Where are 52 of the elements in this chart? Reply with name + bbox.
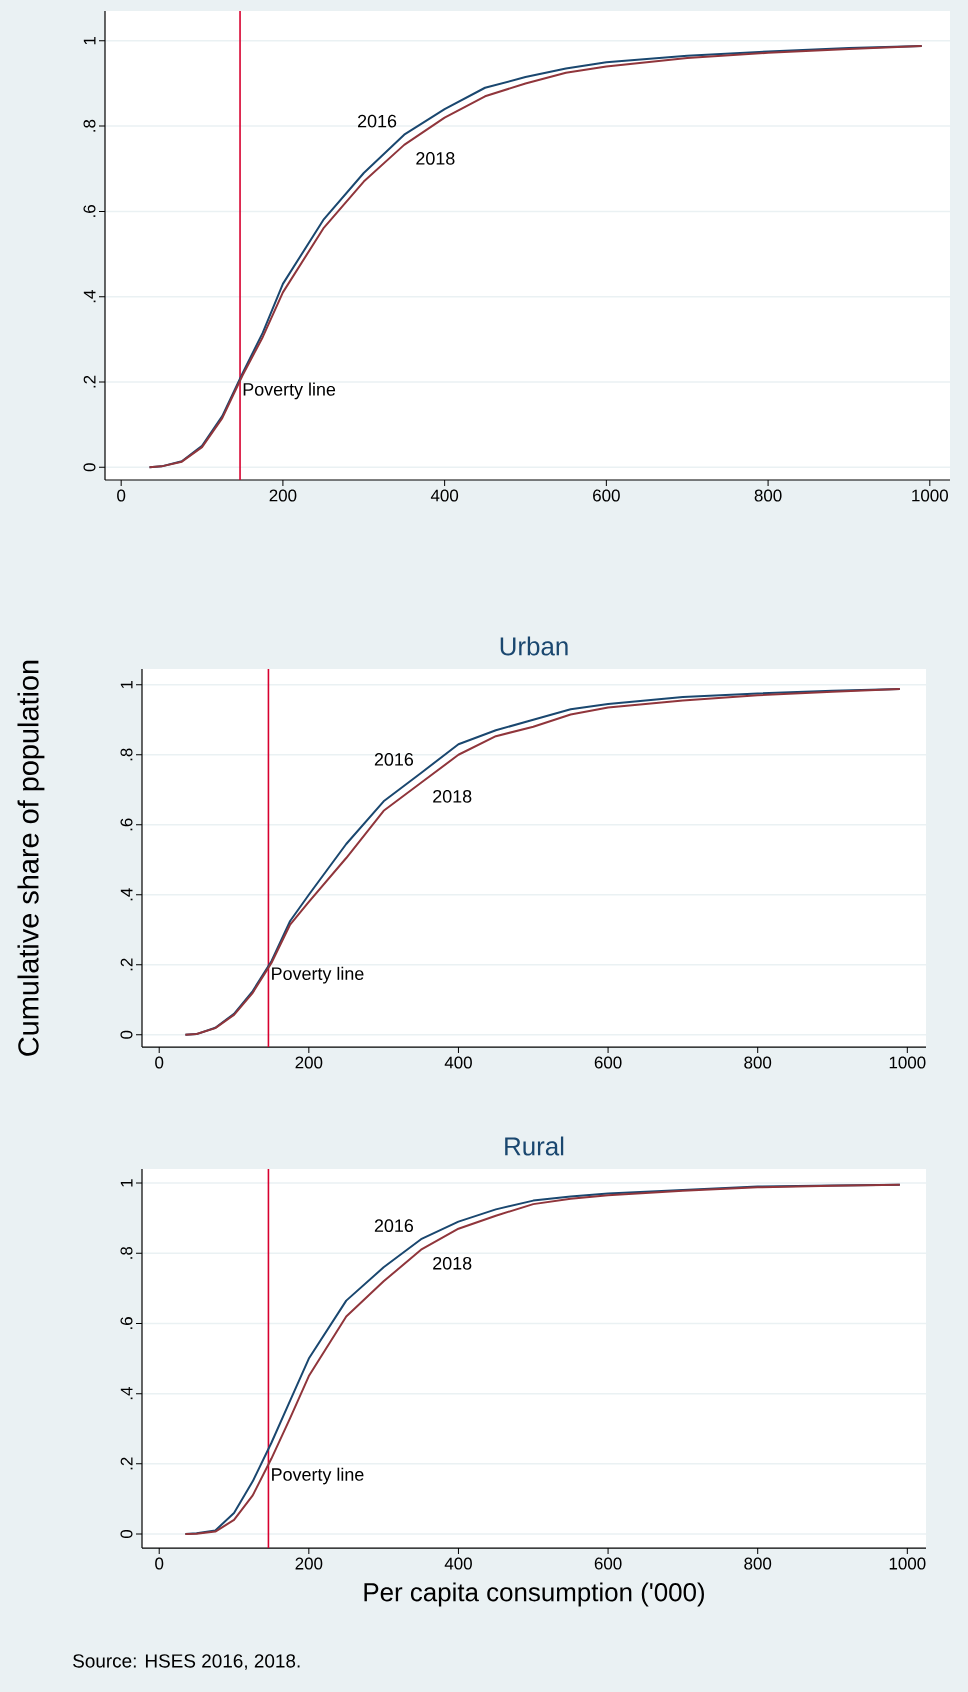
x-tick-label: 200 — [269, 489, 297, 502]
x-tick-label: 600 — [594, 1056, 622, 1069]
x-tick-label: 600 — [593, 489, 620, 502]
x-tick-label: 600 — [594, 1557, 622, 1570]
y-tick-label: .2 — [120, 1457, 133, 1470]
y-tick-label: .6 — [83, 205, 96, 217]
x-tick-label: 0 — [155, 1557, 164, 1570]
series-label: 2016 — [374, 753, 414, 766]
x-tick-label: 200 — [295, 1557, 323, 1570]
x-axis-title: Per capita consumption ('000) — [364, 1582, 704, 1607]
y-tick-label: .4 — [83, 290, 96, 303]
x-tick-label: 400 — [444, 1557, 472, 1570]
ref-line-label: Poverty line — [272, 1467, 364, 1485]
x-tick-label: 800 — [754, 489, 782, 502]
x-tick-label: 0 — [155, 1056, 164, 1069]
x-tick-label: 800 — [744, 1056, 772, 1069]
x-tick-label: 1000 — [889, 1557, 926, 1570]
ref-line-label: Poverty line — [272, 966, 364, 984]
series-label: 2018 — [416, 152, 455, 165]
y-tick-label: 1 — [120, 680, 133, 689]
y-tick-label: .4 — [120, 1387, 133, 1400]
x-tick-label: 200 — [295, 1056, 323, 1069]
series-label: 2016 — [374, 1219, 414, 1233]
y-tick-label: 1 — [120, 1179, 133, 1187]
y-tick-label: .6 — [120, 1317, 133, 1329]
x-tick-label: 400 — [430, 489, 459, 502]
ref-line-label: Poverty line — [243, 382, 336, 400]
y-tick-label: .8 — [120, 1246, 133, 1259]
series-label: 2018 — [433, 1256, 472, 1270]
y-tick-label: .8 — [83, 119, 96, 132]
y-tick-label: 0 — [120, 1529, 133, 1539]
y-tick-label: 0 — [83, 463, 96, 472]
y-tick-label: .2 — [83, 375, 96, 388]
y-tick-label: .6 — [120, 818, 133, 831]
chart-title: Rural — [505, 1136, 564, 1156]
line-series — [184, 687, 901, 1036]
y-tick-label: .2 — [120, 958, 133, 971]
source-note: Source: HSES 2016, 2018. — [73, 1654, 300, 1670]
y-tick-label: .4 — [120, 888, 133, 901]
x-tick-label: 400 — [444, 1056, 472, 1069]
x-tick-label: 1000 — [912, 489, 948, 502]
y-tick-label: 0 — [120, 1030, 133, 1039]
y-tick-label: 1 — [83, 36, 96, 45]
chart-title: Urban — [500, 636, 568, 656]
line-series — [184, 1183, 901, 1535]
line-series — [148, 44, 923, 469]
x-tick-label: 800 — [744, 1557, 772, 1570]
series-label: 2018 — [433, 789, 472, 803]
y-axis-title: Cumulative share of population — [17, 660, 45, 1056]
series-label: 2016 — [358, 114, 397, 128]
y-tick-label: .8 — [120, 748, 133, 761]
x-tick-label: 1000 — [889, 1056, 926, 1069]
